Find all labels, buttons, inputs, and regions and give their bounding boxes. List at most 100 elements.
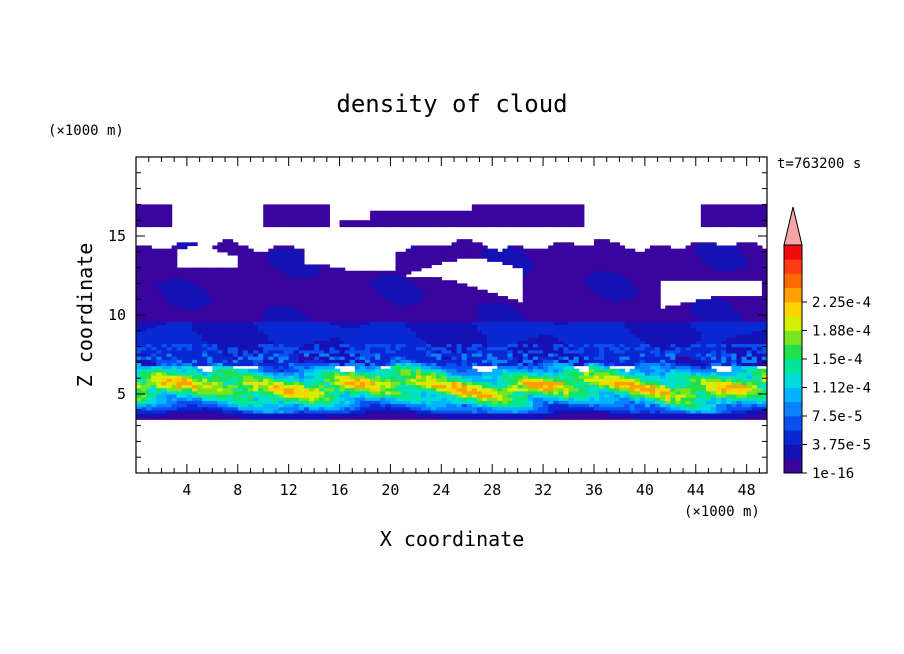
density-cell <box>268 384 274 389</box>
density-cell <box>426 346 432 351</box>
density-cell <box>324 210 330 215</box>
density-cell <box>202 305 208 310</box>
density-cell <box>181 394 188 398</box>
density-cell <box>247 356 254 360</box>
density-cell <box>583 324 590 329</box>
density-cell <box>324 286 330 291</box>
density-cell <box>146 390 152 395</box>
density-cell <box>161 365 168 370</box>
density-cell <box>247 277 254 281</box>
density-cell <box>482 217 488 221</box>
density-cell <box>441 349 448 354</box>
density-cell <box>553 289 559 294</box>
density-cell <box>258 273 264 278</box>
density-cell <box>156 308 163 313</box>
density-cell <box>527 349 534 354</box>
density-cell <box>349 280 356 284</box>
density-cell <box>446 292 453 297</box>
density-cell <box>441 327 448 332</box>
density-cell <box>293 248 300 253</box>
density-cell <box>334 318 341 322</box>
density-cell <box>166 381 173 386</box>
density-cell <box>359 356 366 360</box>
density-cell <box>400 305 407 310</box>
density-cell <box>207 416 213 420</box>
density-cell <box>395 387 402 392</box>
density-cell <box>410 400 417 405</box>
density-cell <box>364 352 371 357</box>
density-cell <box>156 362 163 367</box>
density-cell <box>487 337 493 341</box>
density-cell <box>543 207 549 212</box>
density-cell <box>329 289 336 294</box>
density-cell <box>563 248 570 253</box>
density-cell <box>166 311 173 316</box>
density-cell <box>156 251 163 256</box>
density-cell <box>202 412 208 417</box>
density-cell <box>253 412 259 417</box>
density-cell <box>217 381 224 386</box>
density-cell <box>273 412 280 417</box>
density-cell <box>242 318 249 322</box>
density-cell <box>319 381 325 386</box>
density-cell <box>324 220 330 224</box>
density-cell <box>578 381 585 386</box>
density-cell <box>161 340 168 345</box>
density-cell <box>446 387 453 392</box>
density-cell <box>558 273 565 278</box>
density-cell <box>161 296 168 300</box>
density-cell <box>197 299 203 303</box>
density-cell <box>451 378 458 382</box>
density-cell <box>380 286 386 291</box>
density-cell <box>263 333 269 338</box>
density-cell <box>288 261 295 266</box>
density-cell <box>517 308 524 313</box>
density-cell <box>593 337 600 341</box>
density-cell <box>197 289 203 294</box>
density-cell <box>466 352 473 357</box>
density-cell <box>227 394 234 398</box>
density-cell <box>263 371 269 376</box>
density-cell <box>517 207 524 212</box>
density-cell <box>476 296 483 300</box>
density-cell <box>573 359 580 363</box>
density-cell <box>278 349 285 354</box>
density-cell <box>314 416 320 420</box>
density-cell <box>303 270 310 275</box>
density-cell <box>507 248 514 253</box>
density-cell <box>482 403 488 408</box>
density-cell <box>324 324 330 329</box>
density-cell <box>314 264 320 269</box>
density-cell <box>247 349 254 354</box>
density-cell <box>405 258 412 262</box>
density-cell <box>227 327 234 332</box>
density-cell <box>527 204 534 209</box>
cloud-density-field <box>136 204 767 420</box>
density-cell <box>329 305 336 310</box>
density-cell <box>197 384 203 389</box>
density-cell <box>247 267 254 272</box>
density-cell <box>517 349 524 354</box>
density-cell <box>558 378 565 382</box>
density-cell <box>446 311 453 316</box>
density-cell <box>298 318 305 322</box>
density-cell <box>309 368 315 373</box>
density-cell <box>390 343 397 348</box>
density-cell <box>451 289 458 294</box>
density-cell <box>339 305 346 310</box>
density-cell <box>507 254 514 259</box>
density-cell <box>426 387 432 392</box>
density-cell <box>446 384 453 389</box>
density-cell <box>375 375 381 379</box>
density-cell <box>166 330 173 335</box>
density-cell <box>538 394 544 398</box>
density-cell <box>532 277 539 281</box>
density-cell <box>400 403 407 408</box>
density-cell <box>364 371 371 376</box>
density-cell <box>451 397 458 401</box>
density-cell <box>298 394 305 398</box>
density-cell <box>466 412 473 417</box>
density-cell <box>410 378 417 382</box>
density-cell <box>405 352 412 357</box>
density-cell <box>364 375 371 379</box>
